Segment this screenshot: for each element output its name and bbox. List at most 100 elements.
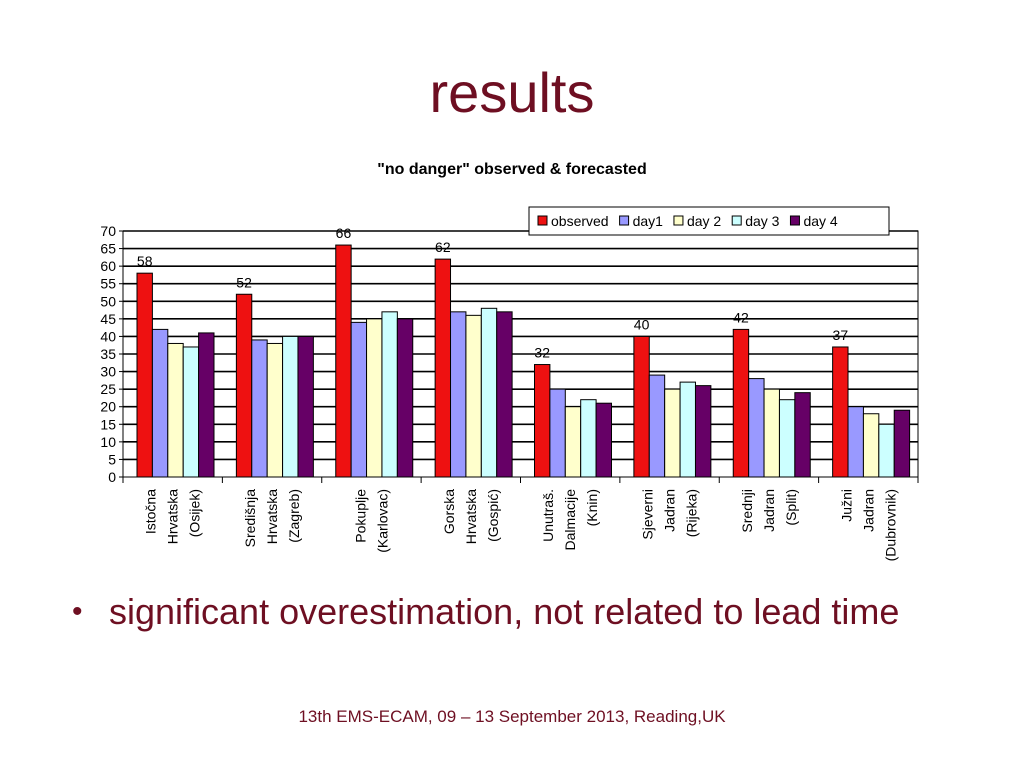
data-label: 37: [833, 327, 849, 343]
bar-day2: [266, 342, 284, 478]
bar-day1: [549, 388, 566, 478]
y-tick-label: 55: [100, 276, 116, 292]
y-tick-label: 5: [108, 451, 116, 467]
category-label: (Knin): [584, 489, 600, 526]
data-label: 66: [336, 225, 352, 241]
category-label: (Rijeka): [684, 489, 700, 537]
legend-swatch: [537, 215, 548, 226]
bar-day2: [564, 406, 582, 478]
legend-swatch: [789, 215, 800, 226]
y-tick-label: 65: [100, 241, 116, 257]
bar-observed: [534, 364, 551, 478]
y-tick-label: 0: [108, 469, 116, 485]
bar-observed: [235, 293, 253, 478]
y-tick-label: 45: [100, 311, 116, 327]
bar-day4: [396, 318, 414, 478]
category-label: (Osijek): [187, 489, 203, 537]
bar-day2: [664, 388, 681, 478]
category-label: (Zagreb): [286, 489, 302, 543]
bar-day3: [878, 423, 895, 478]
legend-swatch: [673, 215, 684, 226]
data-label: 58: [137, 253, 153, 269]
bar-day4: [496, 311, 513, 478]
legend-label: day 3: [745, 213, 779, 229]
category-label: Jadran: [860, 489, 876, 532]
category-label: Južni: [838, 489, 854, 522]
bar-day1: [847, 406, 864, 478]
y-tick-label: 30: [100, 364, 116, 380]
bar-day1: [648, 374, 666, 478]
data-label: 32: [534, 345, 550, 361]
footer-text: 13th EMS-ECAM, 09 – 13 September 2013, R…: [298, 707, 726, 726]
category-label: Jadran: [761, 489, 777, 532]
y-tick-label: 70: [100, 223, 116, 239]
bar-day3: [282, 335, 299, 478]
legend-label: day 4: [803, 213, 837, 229]
data-label: 42: [733, 309, 749, 325]
bullet-text: significant overestimation, not related …: [109, 591, 900, 632]
bar-day1: [748, 378, 765, 478]
bar-day1: [251, 339, 268, 478]
legend: [528, 206, 890, 236]
bar-day1: [450, 311, 467, 478]
bar-day3: [480, 307, 498, 478]
bar-day3: [182, 346, 200, 478]
category-label: (Dubrovnik): [882, 489, 898, 561]
bullet-point: • significant overestimation, not relate…: [72, 590, 952, 634]
legend-label: day1: [633, 213, 664, 229]
category-label: Hrvatska: [463, 489, 479, 544]
bar-day3: [580, 399, 597, 478]
category-label: (Split): [783, 489, 799, 526]
y-tick-label: 20: [100, 399, 116, 415]
data-label: 52: [236, 274, 252, 290]
legend-label: day 2: [687, 213, 721, 229]
bar-day4: [595, 402, 612, 478]
bar-day4: [198, 332, 215, 478]
data-label: 40: [634, 316, 650, 332]
bar-observed: [633, 335, 650, 478]
slide-title: results: [429, 61, 595, 124]
legend-label: observed: [551, 213, 609, 229]
category-label: Srednji: [739, 489, 755, 533]
bullet-dot-icon: •: [72, 595, 83, 628]
legend-swatch: [731, 215, 742, 226]
data-label: 62: [435, 239, 451, 255]
category-label: Hrvatska: [165, 489, 181, 544]
chart-title: "no danger" observed & forecasted: [377, 161, 647, 178]
category-label: Sjeverni: [640, 489, 656, 540]
legend-swatch: [619, 215, 630, 226]
bar-day4: [297, 335, 314, 478]
bar-observed: [136, 272, 153, 478]
bar-observed: [335, 244, 352, 478]
category-label: Gorska: [441, 489, 457, 534]
bar-day1: [350, 321, 368, 478]
category-label: (Karlovac): [374, 489, 390, 553]
bar-day3: [778, 399, 796, 478]
y-tick-label: 10: [100, 434, 116, 450]
bar-observed: [832, 346, 849, 478]
category-label: Dalmacije: [562, 489, 578, 551]
y-tick-label: 50: [100, 293, 116, 309]
category-label: Hrvatska: [264, 489, 280, 544]
category-label: Jadran: [662, 489, 678, 532]
y-tick-label: 25: [100, 381, 116, 397]
bar-day2: [366, 318, 383, 478]
bar-day4: [893, 409, 911, 478]
category-label: (Gospić): [485, 489, 501, 542]
bar-day3: [679, 381, 696, 478]
bar-observed: [732, 328, 750, 478]
bar-day2: [167, 342, 184, 478]
bar-day2: [862, 413, 880, 478]
bar-day3: [381, 311, 398, 478]
category-label: Središnja: [242, 489, 258, 548]
category-label: Pokuplje: [352, 489, 368, 543]
bar-day1: [151, 328, 169, 478]
bar-day2: [763, 388, 780, 478]
y-tick-label: 40: [100, 328, 116, 344]
category-label: Istočna: [143, 489, 159, 534]
y-tick-label: 15: [100, 416, 116, 432]
bar-day2: [465, 314, 482, 478]
bar-day4: [694, 385, 712, 478]
bar-day4: [794, 392, 811, 478]
